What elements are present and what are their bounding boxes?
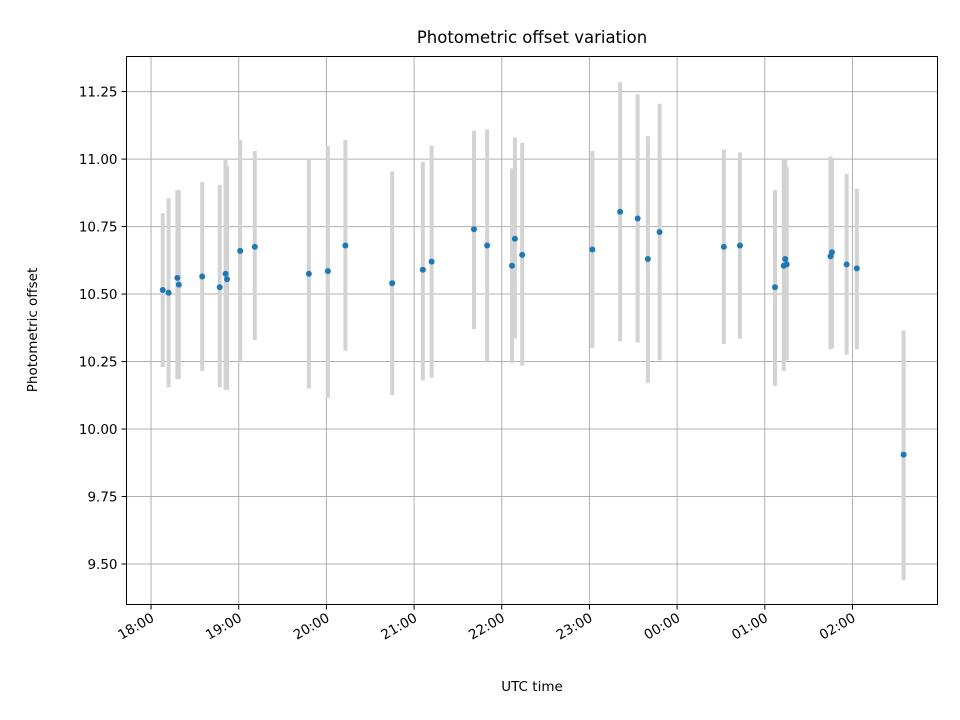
data-point	[175, 281, 182, 288]
data-point	[305, 270, 312, 277]
x-axis-label: UTC time	[501, 679, 563, 695]
y-tick-label: 11.25	[79, 85, 118, 101]
data-point	[389, 280, 396, 287]
data-point	[237, 247, 244, 254]
data-point	[508, 262, 515, 269]
data-point	[159, 287, 166, 294]
data-point	[222, 270, 229, 277]
x-tick-label: 19:00	[203, 610, 245, 643]
data-point	[484, 242, 491, 249]
chart-title: Photometric offset variation	[417, 28, 647, 47]
y-axis-ticks: 9.50 9.75 10.00 10.25 10.50 10.75 11.00 11.25	[79, 85, 127, 573]
data-point	[634, 215, 641, 222]
y-tick-label: 9.75	[87, 490, 117, 506]
data-point	[519, 251, 526, 258]
data-point	[428, 258, 435, 265]
y-tick-label: 10.50	[79, 287, 118, 303]
x-tick-label: 02:00	[817, 610, 859, 643]
data-point	[783, 261, 790, 268]
data-point	[342, 242, 349, 249]
data-point	[419, 266, 426, 273]
x-tick-label: 18:00	[115, 610, 157, 643]
plot-frame	[126, 56, 938, 605]
data-point	[199, 273, 206, 280]
x-tick-label: 00:00	[641, 610, 683, 643]
data-point	[589, 246, 596, 253]
y-tick-label: 10.25	[79, 355, 118, 371]
grid-lines	[126, 56, 938, 605]
data-point	[511, 235, 518, 242]
x-tick-label: 23:00	[554, 610, 596, 643]
y-axis-label: Photometric offset	[25, 268, 41, 392]
y-tick-label: 11.00	[79, 152, 118, 168]
y-tick-label: 10.00	[79, 422, 118, 438]
error-bars	[160, 82, 906, 581]
data-points	[159, 208, 907, 458]
data-point	[165, 289, 172, 296]
data-point	[617, 208, 624, 215]
data-point	[900, 451, 907, 458]
x-tick-label: 22:00	[466, 610, 508, 643]
data-point	[736, 242, 743, 249]
data-point	[853, 265, 860, 272]
data-point	[216, 284, 223, 291]
y-tick-label: 9.50	[87, 557, 117, 573]
data-point	[782, 255, 789, 262]
data-point	[656, 228, 663, 235]
x-tick-label: 20:00	[291, 610, 333, 643]
x-tick-label: 01:00	[729, 610, 771, 643]
data-point	[251, 243, 258, 250]
data-point	[843, 261, 850, 268]
data-point	[324, 268, 331, 275]
x-tick-label: 21:00	[378, 610, 420, 643]
data-point	[828, 249, 835, 256]
data-point	[772, 284, 779, 291]
data-point	[174, 274, 181, 281]
data-point	[470, 226, 477, 233]
data-point	[720, 243, 727, 250]
data-point	[644, 255, 651, 262]
y-tick-label: 10.75	[79, 220, 118, 236]
data-point	[224, 276, 231, 283]
x-axis-ticks: 18:00 19:00 20:00 21:00 22:00 23:00 00:00 01:00…	[115, 604, 859, 643]
